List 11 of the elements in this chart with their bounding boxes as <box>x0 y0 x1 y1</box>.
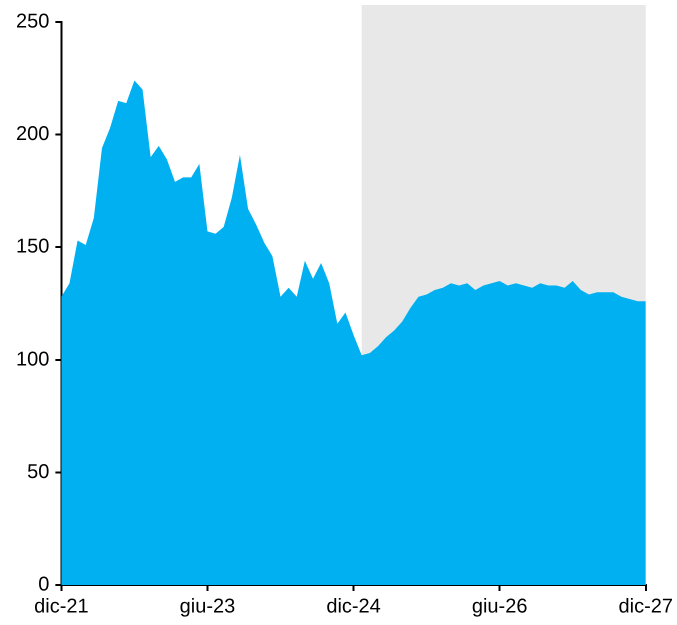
y-tick-label: 200 <box>16 123 50 146</box>
y-tick-label: 250 <box>16 10 50 33</box>
x-tick-label: dic-21 <box>34 596 89 618</box>
y-tick-label: 0 <box>38 574 50 596</box>
x-tick-label: giu-26 <box>472 596 528 618</box>
y-tick-label: 50 <box>27 460 50 483</box>
y-tick-label: 150 <box>16 236 50 258</box>
x-tick-label: dic-27 <box>618 596 674 618</box>
y-tick-label: 100 <box>16 348 50 370</box>
x-tick-label: dic-24 <box>326 596 381 618</box>
x-tick-label: giu-23 <box>180 596 236 618</box>
